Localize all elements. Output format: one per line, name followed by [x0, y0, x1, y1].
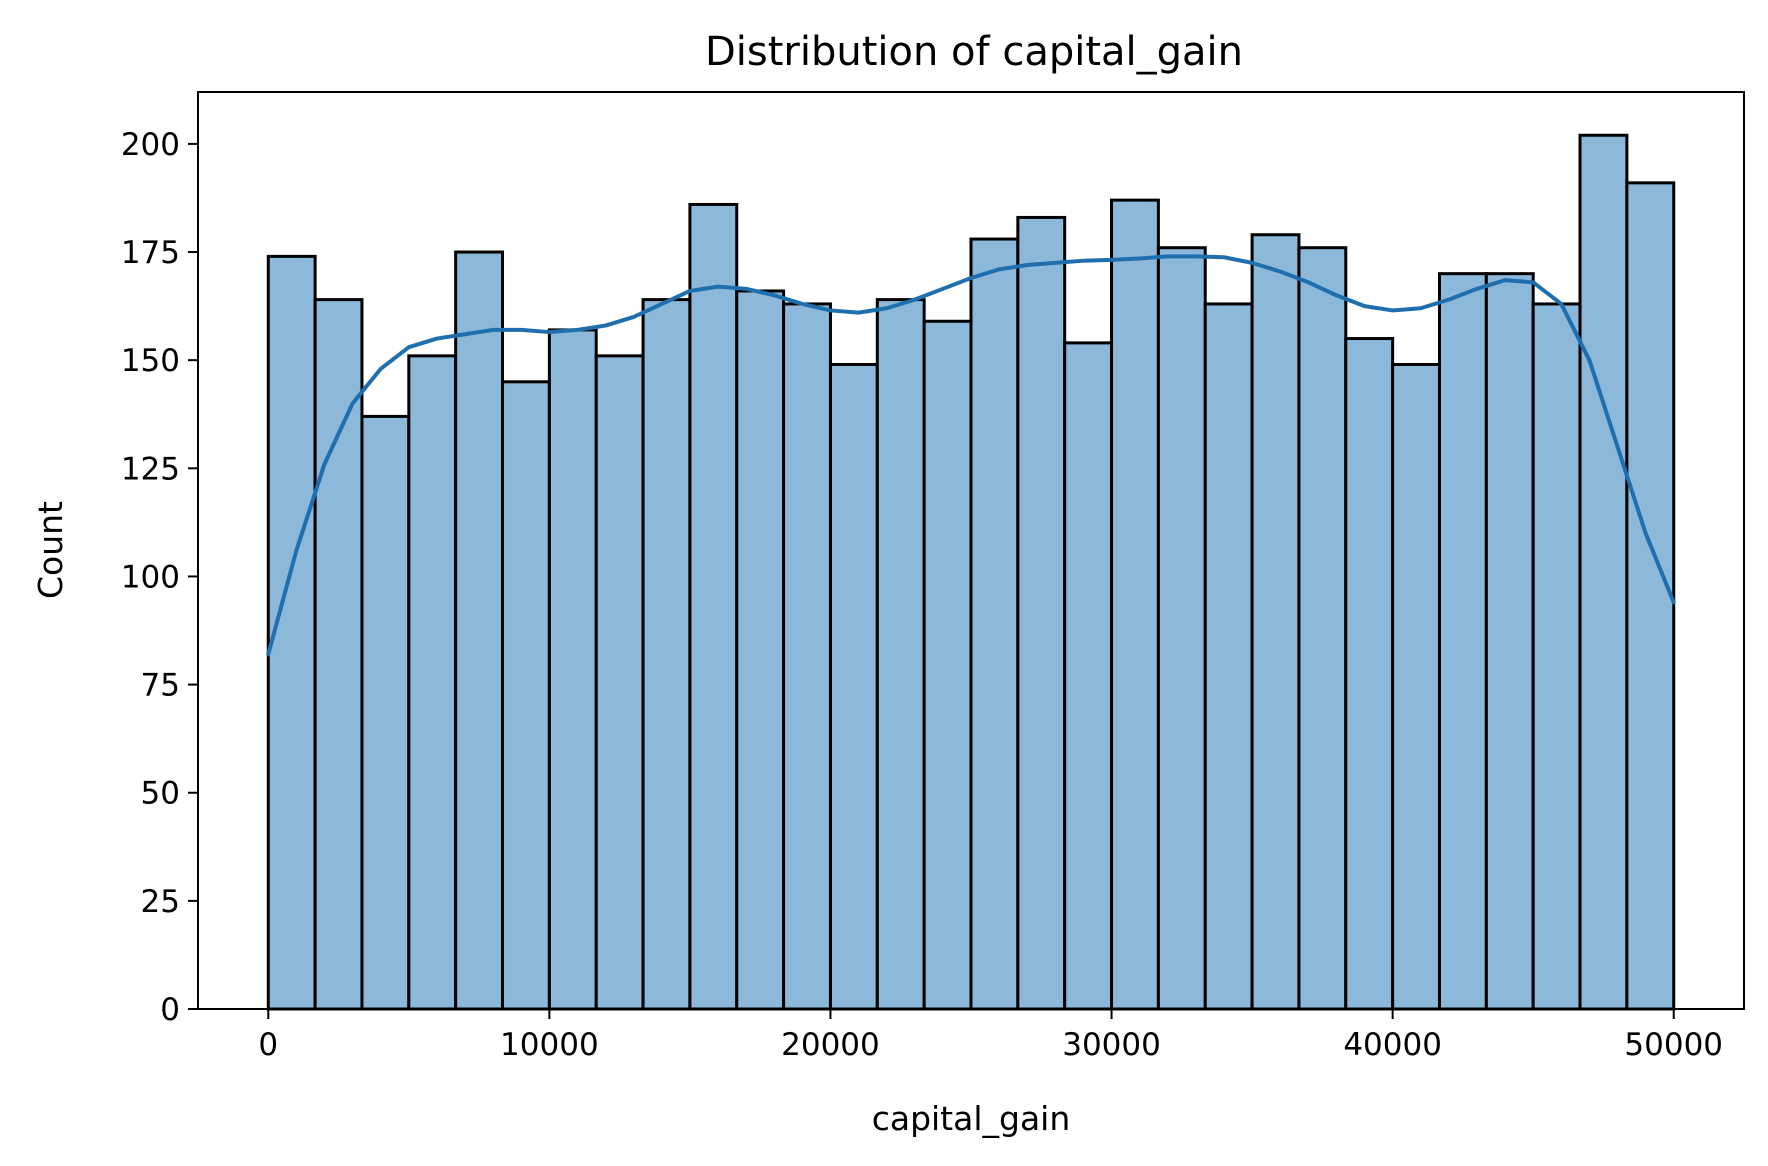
- y-axis-ticks: 0 25 50 75 100 125 150 175 200: [121, 127, 198, 1028]
- y-tick-label: 50: [141, 776, 180, 812]
- histogram-bar: [1625, 181, 1676, 1011]
- x-tick-label: 10000: [500, 1027, 599, 1063]
- histogram-bar: [1297, 246, 1348, 1011]
- histogram-bar: [313, 298, 364, 1011]
- histogram-bar: [875, 298, 926, 1011]
- histogram-bar: [828, 363, 879, 1011]
- histogram-bar: [1531, 302, 1582, 1011]
- histogram-bar: [782, 302, 832, 1011]
- histogram-bar: [1250, 233, 1301, 1011]
- histogram-bar: [1063, 341, 1114, 1011]
- chart-title: Distribution of capital_gain: [705, 29, 1243, 75]
- y-tick-label: 150: [121, 343, 180, 379]
- x-axis-label: capital_gain: [872, 1099, 1071, 1138]
- histogram-bar: [1156, 246, 1207, 1011]
- histogram-bar: [735, 289, 786, 1011]
- histogram-bar: [1344, 337, 1395, 1011]
- y-tick-label: 200: [121, 127, 180, 163]
- x-tick-label: 20000: [781, 1027, 880, 1063]
- histogram-bar: [922, 319, 973, 1011]
- kde-line: [266, 254, 1676, 657]
- y-tick-label: 75: [141, 668, 180, 704]
- histogram-bar: [1203, 302, 1254, 1011]
- y-tick-label: 25: [141, 884, 180, 920]
- histogram-bar: [454, 250, 505, 1011]
- x-tick-label: 40000: [1343, 1027, 1442, 1063]
- histogram-bars: [266, 133, 1676, 1011]
- x-axis-ticks: 0 10000 20000 30000 40000 50000: [258, 1009, 1723, 1063]
- histogram-bar: [641, 298, 692, 1011]
- histogram-bar: [1437, 272, 1488, 1011]
- x-tick-label: 0: [258, 1027, 278, 1063]
- plot-frame: [197, 91, 1745, 1010]
- y-tick-label: 175: [121, 235, 180, 271]
- x-tick-label: 30000: [1062, 1027, 1161, 1063]
- histogram-bar: [1391, 363, 1441, 1011]
- histogram-bar: [1016, 215, 1067, 1011]
- y-axis-label: Count: [31, 501, 70, 599]
- histogram-bar: [1110, 198, 1160, 1011]
- histogram-bar: [547, 328, 598, 1011]
- histogram-bar: [407, 354, 458, 1011]
- histogram-bar: [969, 237, 1020, 1011]
- histogram-bar: [594, 354, 645, 1011]
- histogram-bar: [1484, 272, 1535, 1011]
- y-tick-label: 100: [121, 559, 180, 595]
- y-tick-label: 0: [160, 992, 180, 1028]
- histogram-bar: [688, 202, 739, 1011]
- x-tick-label: 50000: [1624, 1027, 1723, 1063]
- histogram-bar: [501, 380, 551, 1011]
- histogram-bar: [360, 414, 411, 1011]
- y-tick-label: 125: [121, 451, 180, 487]
- histogram-bar: [1578, 133, 1629, 1011]
